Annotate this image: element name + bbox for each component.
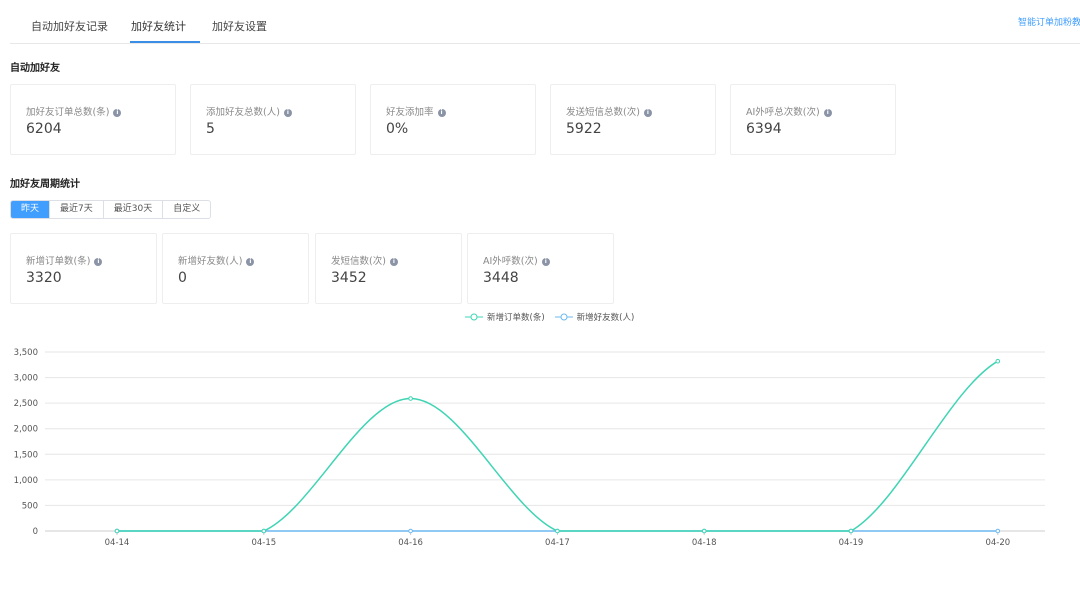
stat-value: 5922 <box>566 121 602 137</box>
stat-label: AI外呼总次数(次) i <box>746 104 832 118</box>
info-icon[interactable]: i <box>389 258 398 266</box>
legend-new-friends[interactable]: 新增好友数(人) <box>554 311 634 323</box>
info-icon[interactable]: i <box>643 109 652 117</box>
stat-label: 添加好友总数(人) i <box>206 104 292 118</box>
data-point <box>408 396 413 401</box>
stat-value: 3448 <box>483 270 519 286</box>
info-icon[interactable]: i <box>113 109 122 117</box>
stat-card: 发短信数(次) i 3452 <box>315 233 462 304</box>
stat-card: 加好友订单总数(条) i 6204 <box>10 84 176 155</box>
chart-legend: 新增订单数(条) 新增好友数(人) <box>465 311 634 323</box>
data-point <box>701 528 707 534</box>
stat-label: 发短信数(次) i <box>331 253 398 267</box>
range-yesterday[interactable]: 昨天 <box>11 201 51 218</box>
active-tab-indicator <box>130 41 200 43</box>
section-title-period-stats: 加好友周期统计 <box>10 179 80 190</box>
section-title-auto-add: 自动加好友 <box>10 63 60 74</box>
x-tick-label: 04-15 <box>251 538 276 548</box>
stat-card: 新增订单数(条) i 3320 <box>10 233 157 304</box>
date-range-selector: 昨天 最近7天 最近30天 自定义 <box>10 200 212 219</box>
stat-value: 5 <box>206 121 215 137</box>
stat-label: 新增好友数(人) i <box>178 253 255 267</box>
stat-card: AI外呼总次数(次) i 6394 <box>730 84 896 155</box>
stat-value: 3452 <box>331 270 367 286</box>
x-tick-label: 04-20 <box>985 538 1010 548</box>
data-point <box>995 528 1001 534</box>
stat-label: 加好友订单总数(条) i <box>26 104 122 118</box>
stat-label: AI外呼数(次) i <box>483 253 550 267</box>
stat-value: 3320 <box>26 270 62 286</box>
info-icon[interactable]: i <box>437 109 446 117</box>
stat-label: 发送短信总数(次) i <box>566 104 652 118</box>
y-tick-label: 3,000 <box>14 374 38 384</box>
tab-bar: 自动加好友记录 加好友统计 加好友设置 <box>10 0 1080 44</box>
x-tick-label: 04-16 <box>398 538 423 548</box>
data-point <box>995 358 1001 364</box>
tab-auto-add-records[interactable]: 自动加好友记录 <box>31 20 108 33</box>
y-tick-label: 0 <box>33 527 38 537</box>
x-tick-label: 04-19 <box>839 538 864 548</box>
data-point <box>261 528 267 534</box>
line-chart: 0 500 1,000 1,500 2,000 2,500 3,000 3,500 04-14 0… <box>14 348 1045 548</box>
data-point <box>114 528 120 534</box>
info-icon[interactable]: i <box>541 258 550 266</box>
stat-value: 6204 <box>26 121 62 137</box>
stat-card: 新增好友数(人) i 0 <box>162 233 309 304</box>
y-tick-label: 1,500 <box>14 450 38 460</box>
tutorial-link[interactable]: 智能订单加粉教程 <box>1018 18 1080 28</box>
range-custom[interactable]: 自定义 <box>173 204 201 214</box>
y-tick-label: 2,000 <box>14 425 38 435</box>
stat-card: 添加好友总数(人) i 5 <box>190 84 356 155</box>
info-icon[interactable]: i <box>823 109 832 117</box>
stat-value: 0% <box>386 121 409 137</box>
y-tick-label: 1,000 <box>14 476 38 486</box>
x-tick-label: 04-17 <box>545 538 570 548</box>
stat-card: 好友添加率 i 0% <box>370 84 536 155</box>
data-point <box>555 528 560 534</box>
info-icon[interactable]: i <box>94 258 103 266</box>
stat-value: 0 <box>178 270 187 286</box>
data-point <box>408 528 413 534</box>
y-tick-label: 500 <box>22 501 38 511</box>
info-icon[interactable]: i <box>246 258 255 266</box>
x-tick-label: 04-18 <box>692 538 717 548</box>
tab-add-friend-stats[interactable]: 加好友统计 <box>131 20 186 33</box>
stat-card: AI外呼数(次) i 3448 <box>467 233 614 304</box>
y-tick-label: 3,500 <box>14 348 38 358</box>
stat-card: 发送短信总数(次) i 5922 <box>550 84 716 155</box>
stat-value: 6394 <box>746 121 782 137</box>
range-last-30-days[interactable]: 最近30天 <box>104 201 164 218</box>
stat-label: 新增订单数(条) i <box>26 253 103 267</box>
data-point <box>848 528 854 534</box>
legend-new-orders[interactable]: 新增订单数(条) <box>465 311 545 323</box>
info-icon[interactable]: i <box>283 109 292 117</box>
range-last-7-days[interactable]: 最近7天 <box>50 201 104 218</box>
y-tick-label: 2,500 <box>14 399 38 409</box>
tab-add-friend-settings[interactable]: 加好友设置 <box>212 20 267 33</box>
stat-label: 好友添加率 i <box>386 104 446 118</box>
x-tick-label: 04-14 <box>105 538 130 548</box>
